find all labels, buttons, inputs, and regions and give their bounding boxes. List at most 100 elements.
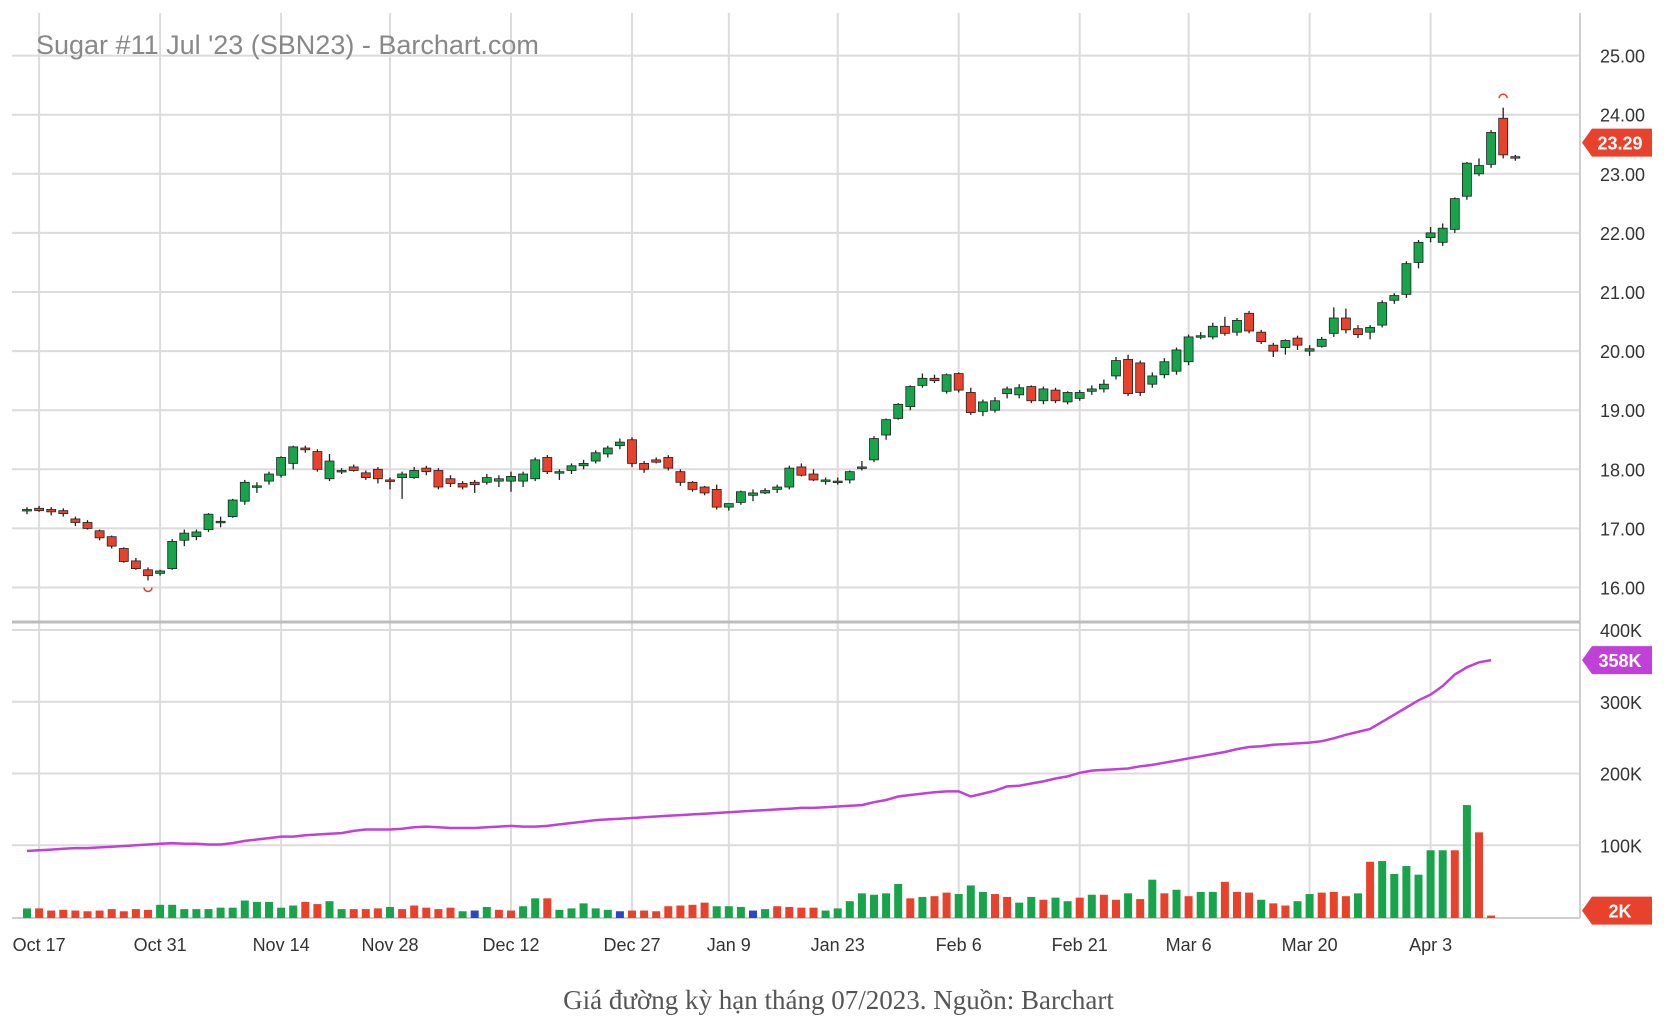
last-price-badge-shape [1582, 128, 1652, 157]
candle-body [772, 486, 783, 490]
volume-bar [579, 903, 588, 918]
x-tick-label: Jan 23 [811, 935, 865, 955]
candle-body [1062, 392, 1073, 403]
candle [651, 457, 662, 464]
x-tick-label: Oct 17 [13, 935, 66, 955]
candle-body [118, 548, 129, 562]
volume-bar [1003, 896, 1012, 918]
candle-body [905, 386, 916, 408]
candle-body [1014, 387, 1025, 396]
candle-body [663, 457, 674, 469]
candle [748, 489, 758, 502]
candle-body [1304, 348, 1315, 352]
candle-body [1171, 349, 1182, 372]
last-price-badge: 23.29 [1582, 128, 1652, 157]
volume-bar [35, 908, 44, 918]
last-volume-badge-shape [1582, 896, 1652, 925]
candle [1401, 261, 1412, 298]
candle [627, 437, 637, 467]
candle-body [990, 400, 1000, 411]
candle [1123, 354, 1133, 397]
candle-body [360, 472, 371, 478]
candle [1389, 293, 1400, 304]
candle-body [978, 401, 988, 412]
candle-body [736, 491, 746, 503]
price-tick-label: 19.00 [1600, 401, 1645, 421]
candle-body [651, 459, 662, 463]
candle [1437, 223, 1448, 246]
candle-body [1220, 325, 1230, 334]
candle [1086, 385, 1097, 395]
price-tick-label: 22.00 [1600, 224, 1645, 244]
candle-body [336, 470, 347, 473]
candle-body [1449, 198, 1460, 230]
volume-bar [1087, 894, 1096, 918]
x-tick-label: Nov 28 [361, 935, 418, 955]
candle [421, 465, 432, 476]
volume-bar [615, 911, 624, 918]
volume-bar [1293, 901, 1302, 918]
volume-bar [373, 908, 382, 918]
candle [300, 445, 311, 453]
volume-bar [240, 900, 249, 918]
volume-bar [144, 909, 152, 918]
candlesticks [22, 93, 1521, 593]
volume-bar [567, 908, 576, 918]
candle [542, 455, 553, 475]
x-tick-label: Dec 27 [603, 935, 660, 955]
volume-bar [47, 910, 56, 918]
volume-bar [785, 906, 794, 918]
candle [663, 455, 674, 471]
volume-bar [1475, 832, 1483, 918]
volume-bar [192, 909, 201, 918]
volume-bar [1220, 881, 1229, 918]
volume-bar [1184, 896, 1193, 918]
volume-bar [628, 910, 636, 918]
candle [1111, 357, 1121, 380]
candle-body [1510, 156, 1521, 159]
candle [760, 488, 770, 495]
candle-body [506, 475, 516, 482]
volume-bar [845, 901, 854, 918]
candle-body [784, 467, 795, 488]
volume-bar [265, 901, 273, 918]
volume-bar [519, 906, 528, 918]
price-tick-label: 16.00 [1600, 579, 1645, 599]
volume-bar [603, 909, 612, 918]
candle [1099, 379, 1109, 393]
volume-bar [930, 896, 939, 918]
last-volume-badge: 2K [1582, 896, 1652, 925]
volume-bar [1317, 892, 1326, 918]
candle [881, 418, 891, 440]
volume-bar [1390, 873, 1399, 918]
volume-bar [494, 909, 503, 918]
candle-body [167, 541, 178, 569]
candle [1074, 390, 1085, 401]
figure-caption: Giá đường kỳ hạn tháng 07/2023. Nguồn: B… [563, 985, 1114, 1015]
volume-bar [71, 910, 80, 918]
volume-bar [1341, 896, 1350, 918]
candle-body [143, 569, 153, 577]
volume-bar [1124, 893, 1133, 918]
volume-bar [1378, 861, 1387, 918]
candle-body [385, 479, 395, 482]
volume-bar [1112, 899, 1120, 918]
candle [34, 505, 44, 512]
volume-bar [1414, 874, 1423, 918]
volume-bar [809, 907, 818, 918]
candle [1256, 329, 1267, 345]
candle [518, 471, 528, 488]
volume-bar [712, 906, 721, 918]
candle [615, 438, 625, 450]
volume-bar [482, 906, 491, 918]
candle-body [70, 518, 81, 523]
volume-bar [156, 904, 165, 918]
volume-bar [1426, 850, 1435, 918]
candle-body [518, 473, 528, 482]
candle [639, 461, 649, 473]
candle-body [1123, 358, 1133, 395]
candle-body [1401, 263, 1412, 295]
volume-bar [870, 894, 878, 918]
candle [1026, 385, 1037, 404]
